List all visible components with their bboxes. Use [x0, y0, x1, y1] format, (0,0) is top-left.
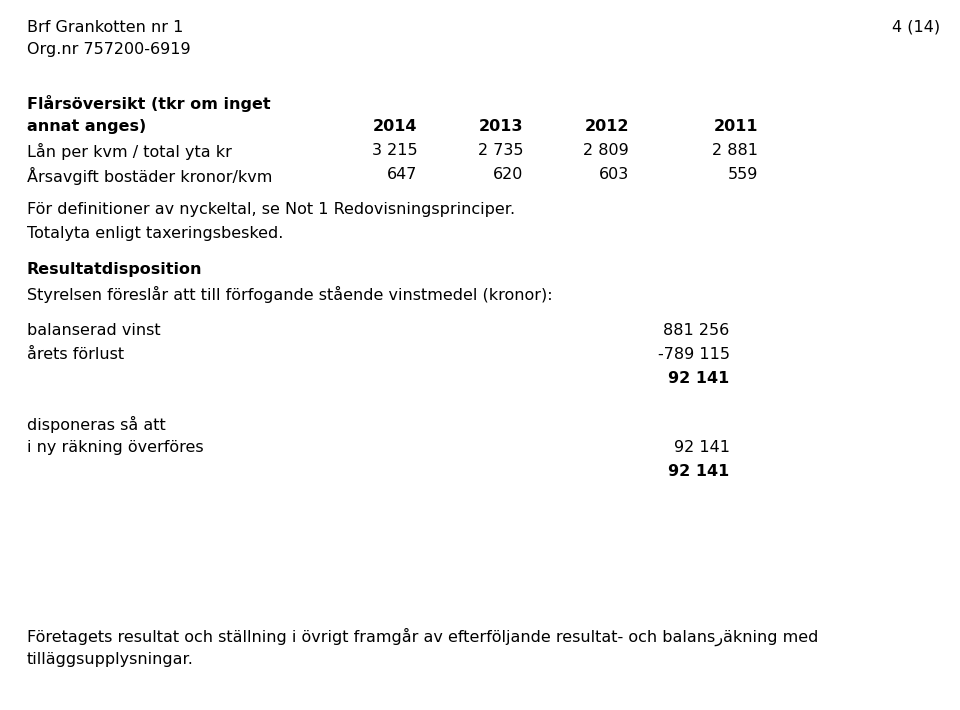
- Text: 4 (14): 4 (14): [892, 20, 940, 35]
- Text: i ny räkning överföres: i ny räkning överföres: [27, 440, 204, 455]
- Text: balanserad vinst: balanserad vinst: [27, 323, 160, 338]
- Text: årets förlust: årets förlust: [27, 347, 124, 362]
- Text: 2011: 2011: [714, 119, 758, 134]
- Text: 3 215: 3 215: [372, 143, 418, 158]
- Text: tilläggsupplysningar.: tilläggsupplysningar.: [27, 652, 194, 667]
- Text: Resultatdisposition: Resultatdisposition: [27, 262, 203, 277]
- Text: 559: 559: [728, 167, 758, 182]
- Text: 2014: 2014: [373, 119, 418, 134]
- Text: disponeras så att: disponeras så att: [27, 416, 166, 433]
- Text: 620: 620: [492, 167, 523, 182]
- Text: 603: 603: [598, 167, 629, 182]
- Text: 647: 647: [387, 167, 418, 182]
- Text: Flårsöversikt (tkr om inget: Flårsöversikt (tkr om inget: [27, 95, 271, 112]
- Text: 2 809: 2 809: [583, 143, 629, 158]
- Text: Företagets resultat och ställning i övrigt framgår av efterföljande resultat- oc: Företagets resultat och ställning i övri…: [27, 628, 818, 646]
- Text: 92 141: 92 141: [674, 440, 730, 455]
- Text: För definitioner av nyckeltal, se Not 1 Redovisningsprinciper.: För definitioner av nyckeltal, se Not 1 …: [27, 202, 515, 217]
- Text: Brf Grankotten nr 1: Brf Grankotten nr 1: [27, 20, 183, 35]
- Text: Lån per kvm / total yta kr: Lån per kvm / total yta kr: [27, 143, 231, 160]
- Text: Org.nr 757200-6919: Org.nr 757200-6919: [27, 42, 190, 57]
- Text: 2013: 2013: [479, 119, 523, 134]
- Text: 2 881: 2 881: [712, 143, 758, 158]
- Text: 92 141: 92 141: [668, 371, 730, 386]
- Text: 2012: 2012: [585, 119, 629, 134]
- Text: 881 256: 881 256: [663, 323, 730, 338]
- Text: 2 735: 2 735: [478, 143, 523, 158]
- Text: Styrelsen föreslår att till förfogande stående vinstmedel (kronor):: Styrelsen föreslår att till förfogande s…: [27, 286, 553, 303]
- Text: -789 115: -789 115: [658, 347, 730, 362]
- Text: Årsavgift bostäder kronor/kvm: Årsavgift bostäder kronor/kvm: [27, 167, 273, 185]
- Text: Totalyta enligt taxeringsbesked.: Totalyta enligt taxeringsbesked.: [27, 226, 283, 241]
- Text: annat anges): annat anges): [27, 119, 146, 134]
- Text: 92 141: 92 141: [668, 464, 730, 479]
